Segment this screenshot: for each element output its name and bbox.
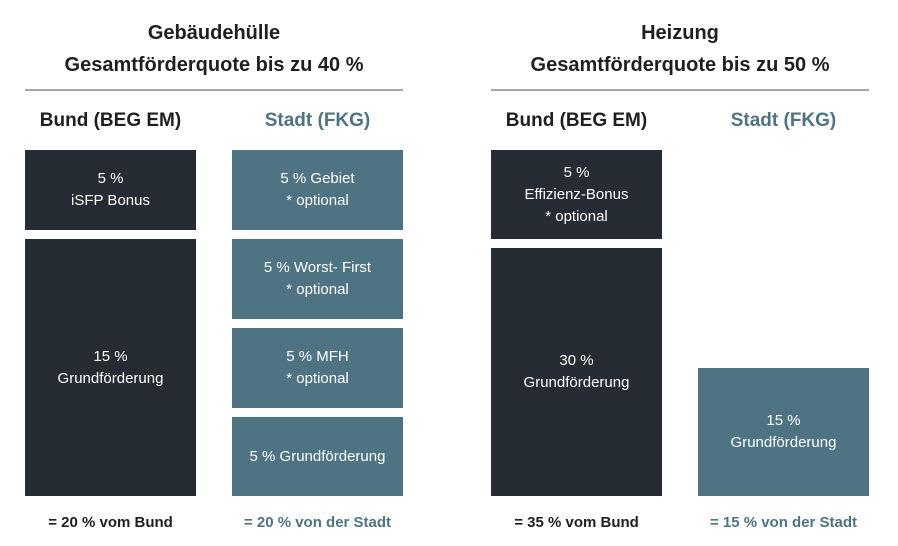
right-bund-header: Bund (BEG EM) xyxy=(505,110,648,131)
block-value: 30 % xyxy=(559,352,594,369)
left-stadt-block-worst-first: 5 % Worst- First * optional xyxy=(232,239,403,319)
left-stadt-footer: = 20 % von der Stadt xyxy=(243,514,392,531)
block-label: Grundförderung xyxy=(730,434,837,451)
block-note: * optional xyxy=(286,370,349,387)
left-bund-footer: = 20 % vom Bund xyxy=(48,514,173,531)
block-note: * optional xyxy=(286,281,349,298)
left-title-line1: Gebäudehülle xyxy=(147,22,281,44)
right-bund-block-effizienz-bonus: 5 % Effizienz-Bonus * optional xyxy=(491,150,662,239)
block-label: Grundförderung xyxy=(57,369,164,387)
left-stadt-block-grundfoerderung: 5 % Grundförderung xyxy=(232,417,403,496)
left-section-title: Gebäudehülle Gesamtförderquote bis zu 40… xyxy=(25,17,403,81)
block-value: 5 % xyxy=(563,163,590,181)
block-value: 15 % xyxy=(766,412,801,429)
block-note: * optional xyxy=(286,192,349,209)
right-title-line1: Heizung xyxy=(641,22,719,44)
right-stadt-header: Stadt (FKG) xyxy=(730,110,837,131)
block-label: Effizienz-Bonus xyxy=(524,185,629,203)
right-title-line2: Gesamtförderquote bis zu 50 % xyxy=(530,54,830,76)
block-value: 5 % MFH xyxy=(286,348,349,365)
left-title-divider xyxy=(25,89,403,91)
left-bund-block-isfp-bonus: 5 % iSFP Bonus xyxy=(25,150,196,230)
left-bund-block-grundfoerderung: 15 % Grundförderung xyxy=(25,239,196,496)
right-stadt-footer: = 15 % von der Stadt xyxy=(709,514,858,531)
right-section-title: Heizung Gesamtförderquote bis zu 50 % xyxy=(491,17,869,81)
left-stadt-block-mfh: 5 % MFH * optional xyxy=(232,328,403,408)
right-bund-footer: = 35 % vom Bund xyxy=(514,514,639,531)
block-value: 5 % Gebiet xyxy=(280,170,355,187)
block-value: 15 % xyxy=(93,347,128,365)
left-stadt-block-gebiet: 5 % Gebiet * optional xyxy=(232,150,403,230)
left-bund-header: Bund (BEG EM) xyxy=(39,110,182,131)
block-label: Grundförderung xyxy=(523,374,630,391)
block-note: * optional xyxy=(545,207,608,225)
block-value: 5 % Grundförderung xyxy=(249,447,386,465)
block-label: iSFP Bonus xyxy=(71,192,150,209)
right-title-divider xyxy=(491,89,869,91)
block-value: 5 % xyxy=(97,170,124,187)
right-stadt-block-grundfoerderung: 15 % Grundförderung xyxy=(698,368,869,496)
left-stadt-header: Stadt (FKG) xyxy=(264,110,371,131)
left-title-line2: Gesamtförderquote bis zu 40 % xyxy=(64,54,364,76)
block-value: 5 % Worst- First xyxy=(263,259,372,276)
right-bund-block-grundfoerderung: 30 % Grundförderung xyxy=(491,248,662,496)
